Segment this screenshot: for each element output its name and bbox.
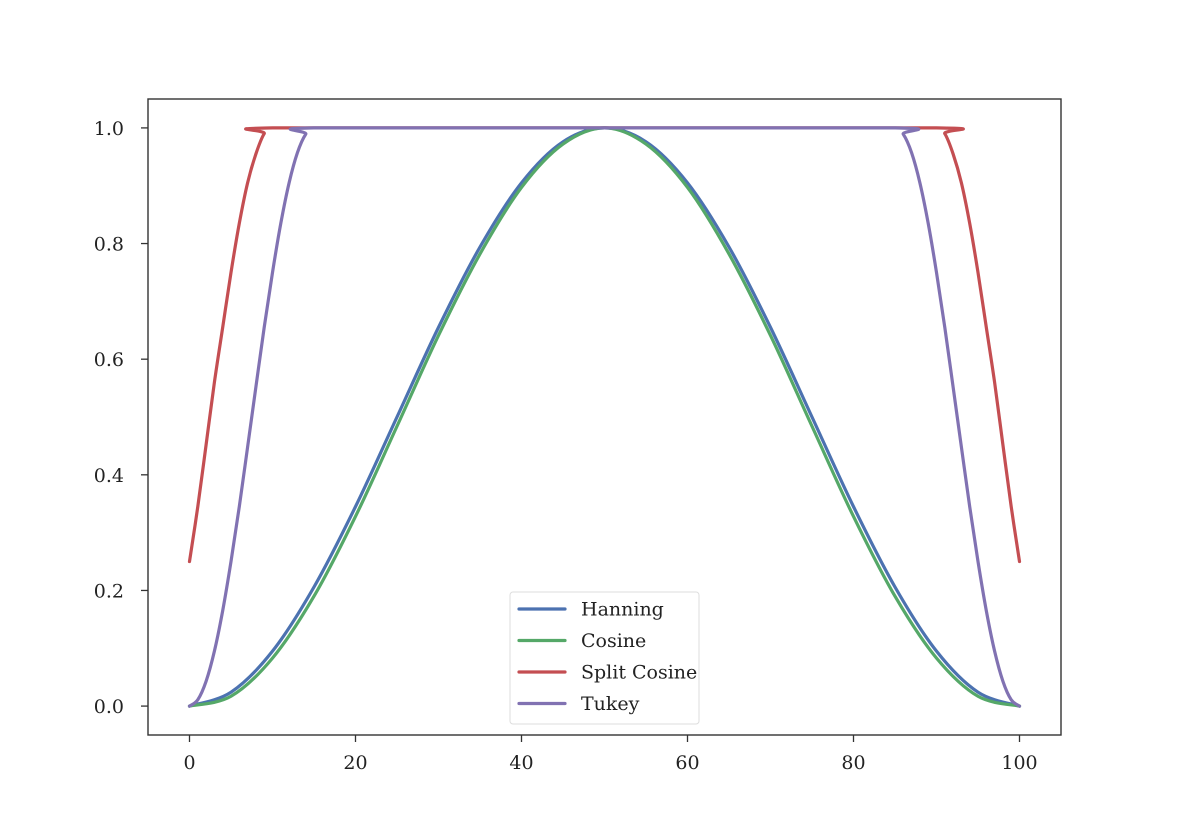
legend-label: Split Cosine xyxy=(581,662,697,684)
y-tick-label: 0.4 xyxy=(94,465,124,487)
legend-label: Cosine xyxy=(581,630,646,652)
legend-label: Hanning xyxy=(581,599,664,621)
y-tick-label: 0.2 xyxy=(94,580,124,602)
series-line-split-cosine xyxy=(187,126,1022,564)
x-tick-label: 60 xyxy=(675,752,699,774)
legend: Hanning Cosine Split Cosine Tukey xyxy=(509,591,700,725)
series-layer xyxy=(187,126,1022,708)
x-tick-label: 20 xyxy=(343,752,367,774)
y-tick-label: 0.8 xyxy=(94,234,124,256)
x-tick-label: 40 xyxy=(509,752,533,774)
series-line-tukey xyxy=(187,126,1022,708)
axes-layer: 0 20 40 60 80 100 0.0 0.2 0.4 0.6 0.8 1.0 xyxy=(94,118,1038,774)
y-tick-label: 0.6 xyxy=(94,349,124,371)
legend-box xyxy=(509,591,700,725)
x-tick-label: 0 xyxy=(183,752,195,774)
plot-frame xyxy=(147,98,1062,736)
y-tick-label: 1.0 xyxy=(94,118,124,140)
legend-label: Tukey xyxy=(581,693,640,715)
y-tick-label: 0.0 xyxy=(94,696,124,718)
x-tick-label: 80 xyxy=(841,752,865,774)
x-tick-label: 100 xyxy=(1001,752,1037,774)
